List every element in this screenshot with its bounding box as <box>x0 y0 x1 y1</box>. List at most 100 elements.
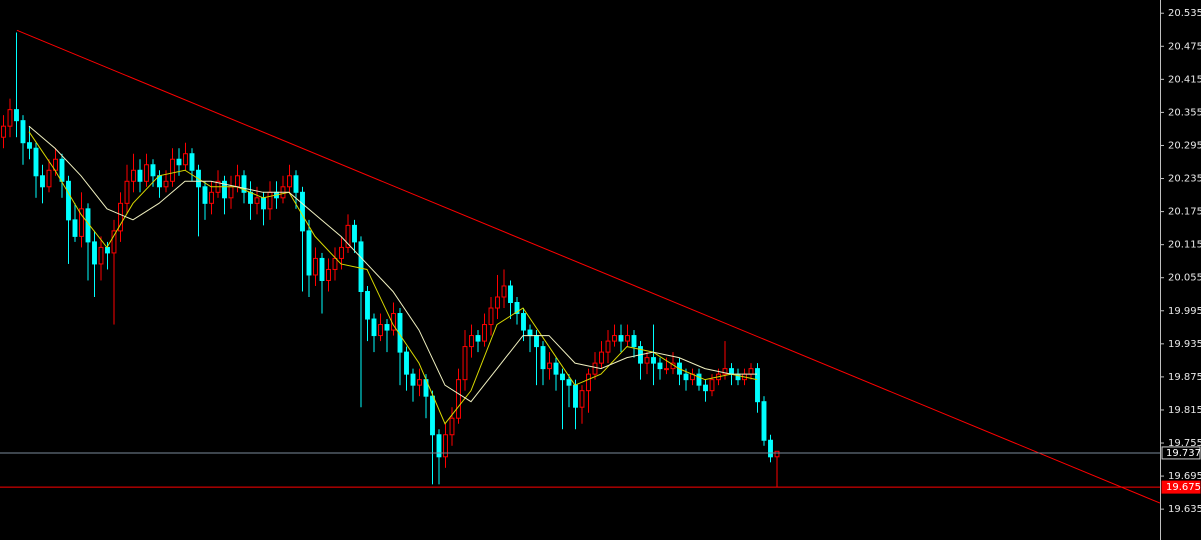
candle-body <box>59 158 65 182</box>
y-tick-label: 19.875 <box>1168 372 1201 383</box>
candle-body <box>319 257 325 281</box>
candle-body <box>183 153 188 166</box>
candle-body <box>163 180 169 188</box>
candle-body <box>527 329 533 337</box>
y-tick-label: 20.535 <box>1168 8 1201 19</box>
y-tick-label: 20.115 <box>1168 240 1201 251</box>
y-tick-label: 19.755 <box>1168 438 1201 449</box>
candle-body <box>553 362 559 375</box>
candle-body <box>430 395 435 436</box>
candle-body <box>14 109 19 122</box>
candle-body <box>131 169 136 182</box>
candle-body <box>79 208 84 237</box>
candle-body <box>599 351 604 364</box>
candle-body <box>235 175 240 188</box>
candle-body <box>612 335 617 342</box>
candle-body <box>618 335 624 342</box>
candle-body <box>339 246 344 259</box>
candle-body <box>222 180 227 199</box>
candle-body <box>651 357 656 364</box>
candle-body <box>378 324 383 337</box>
candle-body <box>254 197 260 204</box>
candle-body <box>508 285 513 304</box>
candle-body <box>267 191 273 210</box>
candle-body <box>72 219 78 237</box>
price-level-box <box>1161 480 1201 494</box>
candle-body <box>261 197 266 210</box>
candle-body <box>358 241 364 292</box>
price-level-label: 19.675 <box>1166 482 1201 493</box>
candle-body <box>40 175 45 188</box>
candle-body <box>33 147 39 177</box>
candle-body <box>560 373 565 381</box>
candle-body <box>228 186 234 199</box>
y-tick-label: 20.475 <box>1168 41 1201 52</box>
y-tick-label: 20.415 <box>1168 74 1201 85</box>
y-tick-label: 19.695 <box>1168 471 1201 482</box>
y-tick-label: 20.235 <box>1168 174 1201 185</box>
candle-body <box>514 302 520 315</box>
candle-body <box>501 285 507 298</box>
moving-average <box>28 131 758 425</box>
candle-body <box>365 290 370 320</box>
candle-body <box>462 346 468 381</box>
candle-body <box>540 346 546 370</box>
candle-body <box>98 246 104 265</box>
candle-body <box>625 335 630 342</box>
candle-body <box>371 318 377 337</box>
y-tick-label: 20.175 <box>1168 207 1201 218</box>
candle-body <box>241 175 247 193</box>
candle-body <box>20 120 26 144</box>
candle-body <box>124 180 130 204</box>
candle-body <box>352 224 357 243</box>
candle-body <box>313 257 318 276</box>
candle-body <box>345 224 351 248</box>
y-tick-label: 19.995 <box>1168 306 1201 317</box>
candle-body <box>287 175 292 188</box>
price-level-label: 19.737 <box>1166 448 1201 459</box>
candle-body <box>475 335 481 342</box>
candle-body <box>644 357 650 364</box>
candle-body <box>189 153 195 171</box>
candle-body <box>495 296 500 309</box>
candle-body <box>703 384 708 392</box>
candle-body <box>631 335 637 348</box>
candle-body <box>592 362 598 375</box>
price-level-box <box>1161 446 1201 460</box>
candle-body <box>534 335 539 348</box>
candle-body <box>436 434 442 458</box>
candle-body <box>709 379 715 392</box>
candle-body <box>664 368 669 371</box>
candle-body <box>209 191 214 204</box>
y-tick-label: 20.295 <box>1168 140 1201 151</box>
candle-body <box>202 186 208 204</box>
candle-body <box>92 241 97 265</box>
candle-body <box>768 439 773 458</box>
candle-body <box>547 362 552 370</box>
candle-body <box>683 373 689 381</box>
candle-body <box>579 390 585 408</box>
candle-body <box>7 109 13 127</box>
candle-body <box>1 125 6 138</box>
candle-body <box>293 175 299 193</box>
candle-body <box>573 384 578 408</box>
candle-body <box>137 169 143 182</box>
y-tick-label: 19.815 <box>1168 405 1201 416</box>
y-tick-label: 20.055 <box>1168 273 1201 284</box>
candle-body <box>306 230 312 276</box>
trendline <box>16 29 1161 504</box>
candle-body <box>111 230 117 254</box>
candle-body <box>150 164 156 177</box>
candle-body <box>300 191 305 232</box>
candle-body <box>521 313 526 331</box>
candle-body <box>469 335 474 348</box>
y-tick-label: 19.935 <box>1168 339 1201 350</box>
candle-body <box>449 417 455 436</box>
candle-body <box>566 379 572 386</box>
candle-body <box>46 169 52 188</box>
candle-body <box>696 373 702 386</box>
candle-body <box>144 164 149 182</box>
candle-body <box>605 340 611 353</box>
candle-body <box>729 368 734 375</box>
